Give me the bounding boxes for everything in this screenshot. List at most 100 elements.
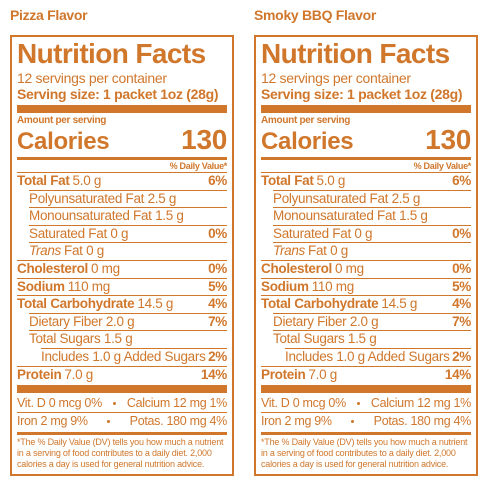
nutrient-row: Total Fat 5.0 g 6%	[17, 172, 227, 190]
nutrient-row: Total Sugars 1.5 g	[273, 330, 471, 348]
divider	[17, 432, 227, 436]
daily-value: 0%	[452, 225, 471, 241]
nutrient-label: Total Sugars 1.5 g	[29, 331, 133, 347]
daily-value-header: % Daily Value*	[413, 161, 472, 171]
daily-value: 14%	[200, 366, 227, 382]
nutrient-label: Fat 0 g	[64, 243, 104, 259]
separator	[112, 402, 116, 406]
nutrient-label: Saturated Fat 0 g	[29, 225, 129, 241]
mineral-row: Vit. D 0 mcg 0% Calcium 12 mg 1%	[17, 395, 227, 412]
divider	[17, 157, 227, 160]
nutrient-name: Total Fat	[17, 173, 70, 188]
daily-value: 0%	[208, 260, 227, 276]
nutrient-label: Polyunsaturated Fat 2.5 g	[29, 190, 177, 206]
nutrient-label: Monounsaturated Fat 1.5 g	[273, 208, 428, 224]
nutrient-name-italic: Trans	[29, 243, 62, 259]
mineral: Iron 2 mg 9%	[261, 414, 332, 429]
nutrient-name: Total Carbohydrate	[261, 296, 379, 312]
divider	[261, 105, 471, 113]
label-title: Nutrition Facts	[17, 38, 206, 69]
nutrient-label: Dietary Fiber 2.0 g	[273, 313, 379, 329]
nutrient-row: Trans Fat 0 g	[273, 242, 471, 260]
footnote: *The % Daily Value (DV) tells you how mu…	[17, 437, 224, 470]
nutrient-row: Saturated Fat 0 g 0%	[273, 224, 471, 243]
mineral: Potas. 180 mg 4%	[129, 414, 228, 429]
nutrient-label: Includes 1.0 g Added Sugars	[285, 348, 450, 364]
nutrient-name: Total Fat	[261, 173, 314, 188]
daily-value: 6%	[208, 173, 227, 188]
divider	[261, 157, 471, 160]
nutrient-amount: 7.0 g	[308, 366, 337, 382]
separator	[356, 402, 360, 406]
nutrient-amount: 5.0 g	[316, 173, 346, 188]
nutrient-row: Dietary Fiber 2.0 g 7%	[29, 312, 227, 331]
calories-row: Calories 130	[261, 124, 471, 156]
nutrient-row: Protein 7.0 g 14%	[261, 365, 471, 384]
daily-value: 0%	[452, 260, 471, 276]
label-title: Nutrition Facts	[261, 38, 450, 69]
mineral: Potas. 180 mg 4%	[373, 414, 472, 429]
mineral: Vit. D 0 mcg 0%	[17, 396, 102, 411]
servings: 12 servings per container	[17, 70, 167, 86]
daily-value: 2%	[208, 348, 227, 364]
daily-value: 0%	[208, 225, 227, 241]
nutrient-amount: 5.0 g	[72, 173, 102, 188]
flavor-title: Smoky BBQ Flavor	[254, 7, 377, 23]
daily-value: 5%	[208, 278, 227, 294]
divider	[261, 385, 471, 394]
nutrition-label: Nutrition Facts 12 servings per container…	[10, 35, 234, 476]
nutrient-name: Sodium	[261, 278, 309, 294]
mineral: Calcium 12 mg 1%	[370, 396, 471, 411]
daily-value: 7%	[208, 313, 227, 329]
daily-value: 4%	[452, 296, 471, 312]
daily-value-header: % Daily Value*	[169, 161, 228, 171]
nutrient-name: Protein	[17, 366, 62, 382]
nutrient-row: Total Sugars 1.5 g	[29, 330, 227, 348]
nutrient-row: Sodium 110 mg 5%	[17, 277, 227, 296]
nutrient-row: Trans Fat 0 g	[29, 242, 227, 260]
daily-value: 4%	[208, 296, 227, 312]
nutrient-label: Monounsaturated Fat 1.5 g	[29, 208, 184, 224]
calories-value: 130	[425, 124, 471, 155]
nutrient-amount: 0 mg	[90, 260, 120, 276]
mineral: Calcium 12 mg 1%	[126, 396, 227, 411]
daily-value: 7%	[452, 313, 471, 329]
calories-label: Calories	[261, 128, 354, 155]
separator	[107, 420, 111, 424]
nutrient-amount: 14.5 g	[137, 296, 174, 312]
nutrient-row: Saturated Fat 0 g 0%	[29, 224, 227, 243]
nutrient-amount: 14.5 g	[381, 296, 418, 312]
amount-per-serving: Amount per serving	[17, 115, 107, 126]
flavor-title: Pizza Flavor	[10, 7, 88, 23]
nutrient-name-italic: Trans	[273, 243, 306, 259]
nutrient-amount: 110 mg	[67, 278, 111, 294]
footnote: *The % Daily Value (DV) tells you how mu…	[261, 437, 468, 470]
mineral-row: Vit. D 0 mcg 0% Calcium 12 mg 1%	[261, 395, 471, 412]
nutrient-amount: 110 mg	[311, 278, 355, 294]
mineral: Vit. D 0 mcg 0%	[261, 396, 346, 411]
nutrient-amount: 7.0 g	[64, 366, 93, 382]
serving-size: Serving size: 1 packet 1oz (28g)	[261, 86, 463, 102]
nutrient-label: Saturated Fat 0 g	[273, 225, 373, 241]
nutrient-row: Polyunsaturated Fat 2.5 g	[29, 189, 227, 208]
calories-label: Calories	[17, 128, 110, 155]
mineral-row: Iron 2 mg 9% Potas. 180 mg 4%	[261, 412, 471, 430]
nutrient-row: Monounsaturated Fat 1.5 g	[29, 207, 227, 225]
divider	[261, 432, 471, 436]
nutrient-label: Total Sugars 1.5 g	[273, 331, 377, 347]
nutrient-name: Protein	[261, 366, 306, 382]
calories-row: Calories 130	[17, 126, 227, 156]
divider	[17, 385, 227, 394]
nutrient-name: Sodium	[17, 278, 65, 294]
nutrient-row: Monounsaturated Fat 1.5 g	[273, 207, 471, 225]
nutrient-name: Cholesterol	[261, 260, 332, 276]
nutrient-row: Total Carbohydrate 14.5 g 4%	[17, 295, 227, 313]
nutrient-label: Polyunsaturated Fat 2.5 g	[273, 190, 421, 206]
separator	[351, 420, 355, 424]
nutrient-row: Total Carbohydrate 14.5 g 4%	[261, 295, 471, 313]
nutrient-label: Includes 1.0 g Added Sugars	[41, 348, 206, 364]
nutrient-name: Cholesterol	[17, 260, 88, 276]
nutrition-label: Nutrition Facts 12 servings per container…	[254, 35, 478, 476]
daily-value: 14%	[444, 366, 471, 382]
